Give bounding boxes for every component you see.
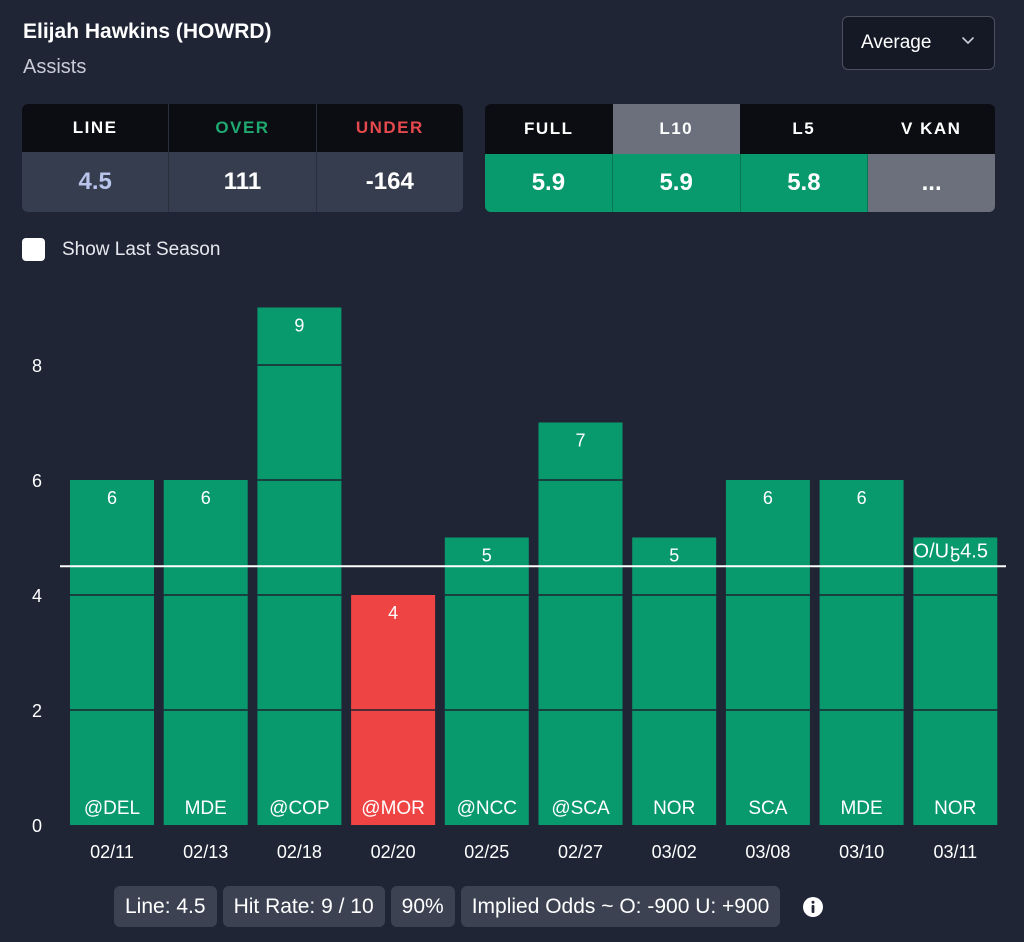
footer-stats: Line: 4.5 Hit Rate: 9 / 10 90% Implied O… <box>114 886 824 927</box>
bar-value-label: 6 <box>107 488 117 508</box>
dropdown-value: Average <box>861 32 932 53</box>
x-tick-label: 03/08 <box>745 842 790 862</box>
bar-opponent-label: MDE <box>840 798 882 819</box>
odds-header-under: UNDER <box>315 104 463 152</box>
x-tick-label: 02/20 <box>371 842 416 862</box>
x-tick-label: 03/02 <box>652 842 697 862</box>
bar <box>538 422 623 825</box>
odds-value-line: 4.5 <box>78 168 112 195</box>
x-tick-label: 02/18 <box>277 842 322 862</box>
x-tick-label: 02/13 <box>183 842 228 862</box>
x-tick-label: 02/11 <box>90 842 134 862</box>
odds-value-under: -164 <box>315 152 463 212</box>
bar-value-label: 6 <box>857 488 867 508</box>
avg-value-l5: 5.8 <box>739 154 868 212</box>
avg-value-full: 5.9 <box>485 154 612 212</box>
bar <box>70 480 154 825</box>
bar <box>913 537 998 825</box>
x-tick-label: 03/10 <box>839 842 884 862</box>
bar-value-label: 5 <box>950 546 960 566</box>
show-last-season-checkbox[interactable] <box>22 238 45 261</box>
odds-header-over: OVER <box>168 104 315 152</box>
y-tick-label: 8 <box>32 356 42 376</box>
hit-percent-pill: 90% <box>390 886 455 927</box>
stat-name: Assists <box>23 56 87 78</box>
avg-value-v-kan: ... <box>867 154 995 212</box>
implied-odds-pill: Implied Odds ~ O: -900 U: +900 <box>460 886 781 927</box>
x-tick-label: 02/25 <box>464 842 509 862</box>
tab-l5[interactable]: L5 <box>792 119 816 138</box>
chevron-down-icon <box>962 37 974 44</box>
bar-value-label: 5 <box>482 546 492 566</box>
bar-opponent-label: NOR <box>653 798 695 819</box>
player-header: Elijah Hawkins (HOWRD) Assists <box>23 20 272 79</box>
bar-opponent-label: @SCA <box>551 798 610 819</box>
bar-value-label: 6 <box>763 488 773 508</box>
x-tick-label: 03/11 <box>933 842 977 862</box>
bar-opponent-label: @COP <box>269 798 329 819</box>
stat-mode-dropdown[interactable]: Average <box>842 16 995 70</box>
y-tick-label: 4 <box>32 586 42 606</box>
odds-table: LINE OVER UNDER 4.5 111 -164 <box>22 104 463 212</box>
show-last-season-label: Show Last Season <box>62 238 221 260</box>
bar-opponent-label: @MOR <box>361 798 425 819</box>
avg-value-l10: 5.9 <box>611 154 740 212</box>
bar-opponent-label: @DEL <box>84 798 140 819</box>
odds-header-line: LINE <box>72 118 118 137</box>
y-tick-label: 2 <box>32 701 42 721</box>
ou-line-label: O/U: 4.5 <box>914 540 988 562</box>
bar-value-label: 4 <box>388 603 398 623</box>
player-name: Elijah Hawkins (HOWRD) <box>23 20 272 43</box>
odds-value-over: 111 <box>168 152 315 212</box>
bar-opponent-label: @NCC <box>457 798 517 819</box>
tab-v-kan[interactable]: V KAN <box>901 119 962 138</box>
assists-bar-chart: 0 2 4 6 8 6 @DEL 02/11 6 MDE 02/13 9 @COP 02/18 4 @MOR 0… <box>32 307 1006 862</box>
tab-full[interactable]: FULL <box>524 119 574 138</box>
average-table: FULL L10 L5 V KAN 5.9 5.9 5.8 ... <box>485 104 995 212</box>
bar-value-label: 5 <box>669 546 679 566</box>
bar <box>444 537 529 825</box>
bar-opponent-label: MDE <box>185 798 227 819</box>
bar-value-label: 7 <box>575 431 585 451</box>
bar-value-label: 9 <box>294 316 304 336</box>
y-tick-label: 6 <box>32 471 42 491</box>
show-last-season-toggle[interactable]: Show Last Season <box>22 238 220 261</box>
bar <box>632 537 717 825</box>
tab-l10[interactable]: L10 <box>612 104 740 154</box>
bar-opponent-label: SCA <box>748 798 787 819</box>
bar <box>163 480 248 825</box>
y-tick-label: 0 <box>32 816 42 836</box>
line-pill: Line: 4.5 <box>114 886 217 927</box>
bar <box>725 480 810 825</box>
hit-rate-pill: Hit Rate: 9 / 10 <box>222 886 385 927</box>
x-tick-label: 02/27 <box>558 842 603 862</box>
bar-value-label: 6 <box>201 488 211 508</box>
info-icon[interactable] <box>802 896 824 918</box>
bar-opponent-label: NOR <box>934 798 976 819</box>
bar <box>819 480 904 825</box>
